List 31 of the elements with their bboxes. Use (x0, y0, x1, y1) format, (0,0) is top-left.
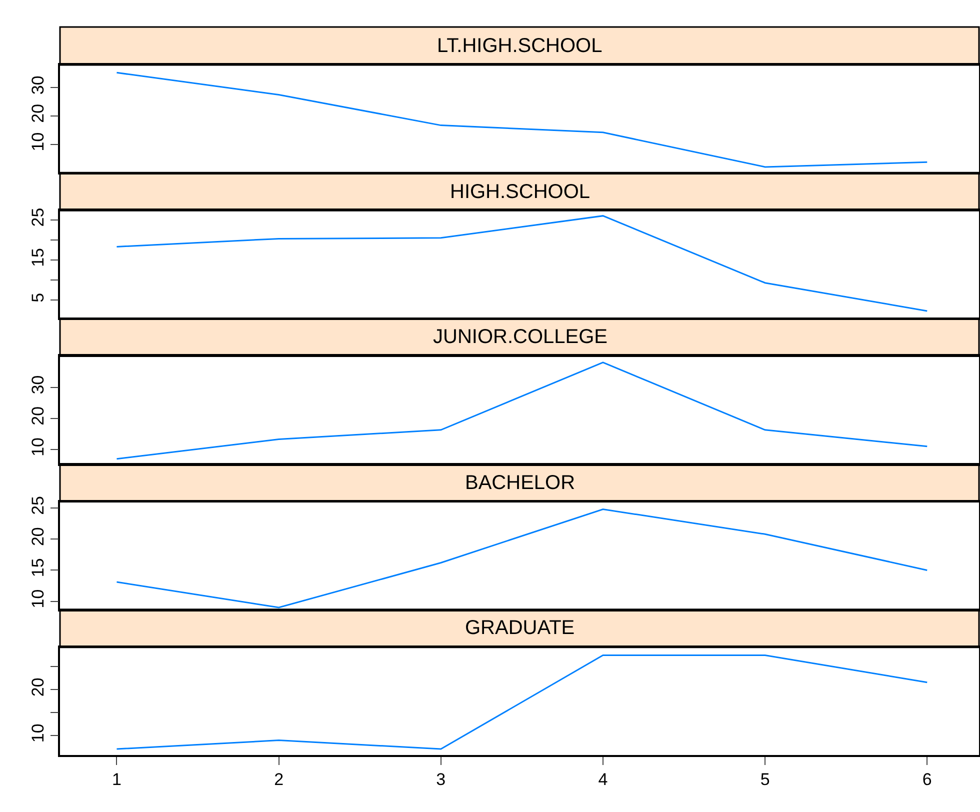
chart-title: BACHELOR (465, 472, 576, 494)
line-series (116, 654, 928, 750)
y-tick-label: 20 (28, 678, 48, 697)
x-tick-label: 4 (598, 770, 608, 790)
y-tick-label: 15 (28, 248, 48, 267)
y-tick-label: 30 (28, 375, 48, 394)
line-series (116, 72, 928, 168)
y-tick-label: 25 (28, 208, 48, 227)
y-tick-label: 10 (28, 589, 48, 608)
y-tick-label: 10 (28, 437, 48, 456)
y-tick-label: 30 (28, 76, 48, 95)
y-tick-label: 10 (28, 724, 48, 743)
line-series (116, 215, 928, 312)
chart-title: HIGH.SCHOOL (450, 181, 590, 203)
y-tick-label: 5 (28, 292, 48, 302)
x-tick-label: 1 (112, 770, 122, 790)
line-series (116, 362, 928, 460)
y-tick-label: 20 (28, 527, 48, 546)
x-tick-label: 3 (436, 770, 446, 790)
chart-title: LT.HIGH.SCHOOL (437, 35, 602, 57)
y-tick-label: 10 (28, 132, 48, 152)
y-tick-label: 15 (28, 558, 48, 578)
x-tick-label: 5 (760, 770, 770, 790)
y-tick-label: 25 (28, 496, 48, 515)
y-tick-label: 20 (28, 406, 48, 426)
chart-title: JUNIOR.COLLEGE (433, 326, 608, 348)
x-tick-label: 2 (274, 770, 284, 790)
chart-title: GRADUATE (465, 617, 575, 639)
y-tick-label: 20 (28, 104, 48, 123)
x-tick-label: 6 (922, 770, 932, 790)
line-series (116, 508, 928, 608)
